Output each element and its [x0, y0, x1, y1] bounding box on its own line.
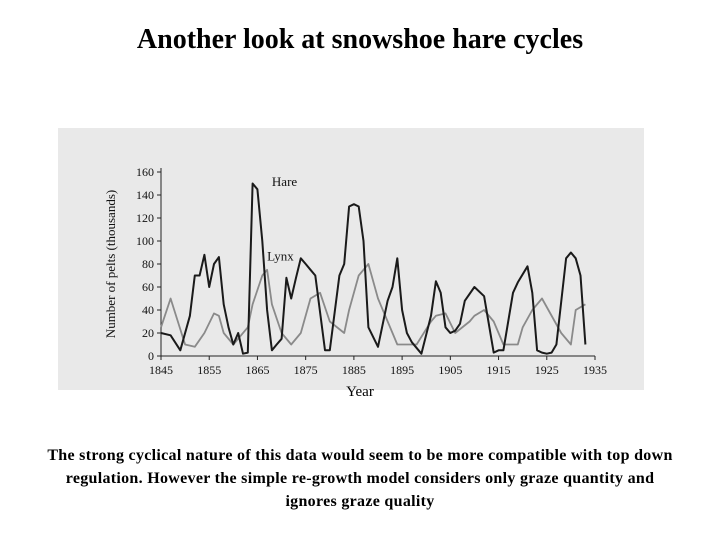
y-tick-label: 120 [136, 211, 154, 225]
x-axis-title: Year [346, 384, 374, 400]
hare-series-label: Hare [272, 174, 297, 189]
slide-title: Another look at snowshoe hare cycles [136, 24, 584, 55]
y-axis-title: Number of pelts (thousands) [103, 190, 118, 338]
x-tick-label: 1875 [294, 363, 318, 377]
x-tick-label: 1925 [535, 363, 559, 377]
x-tick-label: 1845 [149, 363, 173, 377]
y-tick-label: 100 [136, 234, 154, 248]
y-tick-label: 140 [136, 188, 154, 202]
hare-series-line [160, 182, 587, 355]
chart-panel: 0 20 40 60 80 100 120 140 160 1845 1855 1865 1875 18… [58, 128, 644, 390]
caption-text: The strong cyclical nature of this data … [47, 447, 673, 510]
y-tick-label: 60 [142, 280, 154, 294]
y-tick-label: 20 [142, 326, 154, 340]
y-tick-label: 80 [142, 257, 154, 271]
chart-background [58, 128, 644, 390]
x-tick-label: 1935 [583, 363, 607, 377]
x-tick-label: 1855 [197, 363, 221, 377]
x-tick-label: 1895 [390, 363, 414, 377]
x-tick-label: 1905 [438, 363, 462, 377]
pelts-line-chart: 0 20 40 60 80 100 120 140 160 1845 1855 1865 1875 18… [58, 128, 644, 390]
x-tick-label: 1915 [487, 363, 511, 377]
x-tick-label: 1885 [342, 363, 366, 377]
y-tick-label: 160 [136, 165, 154, 179]
x-tick-label: 1865 [245, 363, 269, 377]
y-tick-label: 0 [148, 349, 154, 363]
lynx-series-label: Lynx [267, 249, 294, 264]
lynx-series-line [160, 263, 586, 348]
y-tick-label: 40 [142, 303, 154, 317]
